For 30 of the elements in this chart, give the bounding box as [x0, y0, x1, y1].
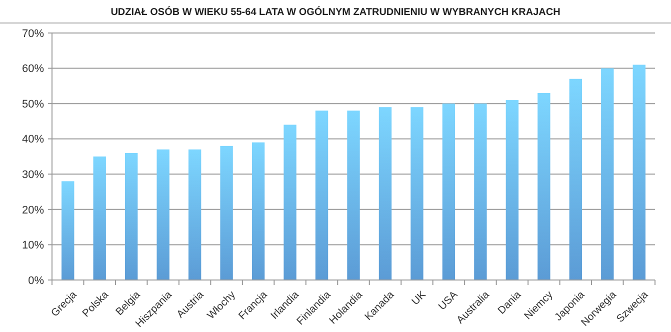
bar: [220, 146, 233, 280]
bar: [442, 104, 456, 280]
y-tick-label: 40%: [22, 134, 44, 146]
chart-title: UDZIAŁ OSÓB W WIEKU 55-64 LATA W OGÓLNYM ZATRUDNIENIU W WYBRANYCH KRAJACH: [110, 6, 560, 18]
bar: [156, 149, 170, 280]
bar: [347, 110, 360, 280]
bar: [569, 78, 582, 280]
bar: [93, 156, 106, 280]
bar: [378, 107, 392, 280]
y-tick-label: 10%: [22, 240, 44, 252]
bar: [601, 68, 614, 280]
y-tick-label: 50%: [22, 98, 44, 110]
y-tick-label: 70%: [22, 28, 44, 40]
y-tick-label: 30%: [22, 168, 44, 181]
bar: [410, 107, 424, 280]
bar: [632, 64, 646, 280]
y-tick-label: 60%: [22, 63, 44, 76]
bar: [474, 104, 487, 280]
bar: [284, 124, 296, 280]
bar: [506, 100, 519, 280]
bar: [315, 110, 328, 280]
bar: [188, 149, 202, 280]
y-tick-label: 0%: [28, 274, 44, 287]
x-tick-label: UK: [409, 288, 428, 308]
bar: [62, 181, 74, 280]
bar: [124, 152, 138, 280]
x-tick-label: USA: [436, 288, 460, 313]
bar: [252, 142, 265, 280]
y-tick-label: 20%: [22, 204, 44, 216]
bar: [538, 92, 550, 280]
